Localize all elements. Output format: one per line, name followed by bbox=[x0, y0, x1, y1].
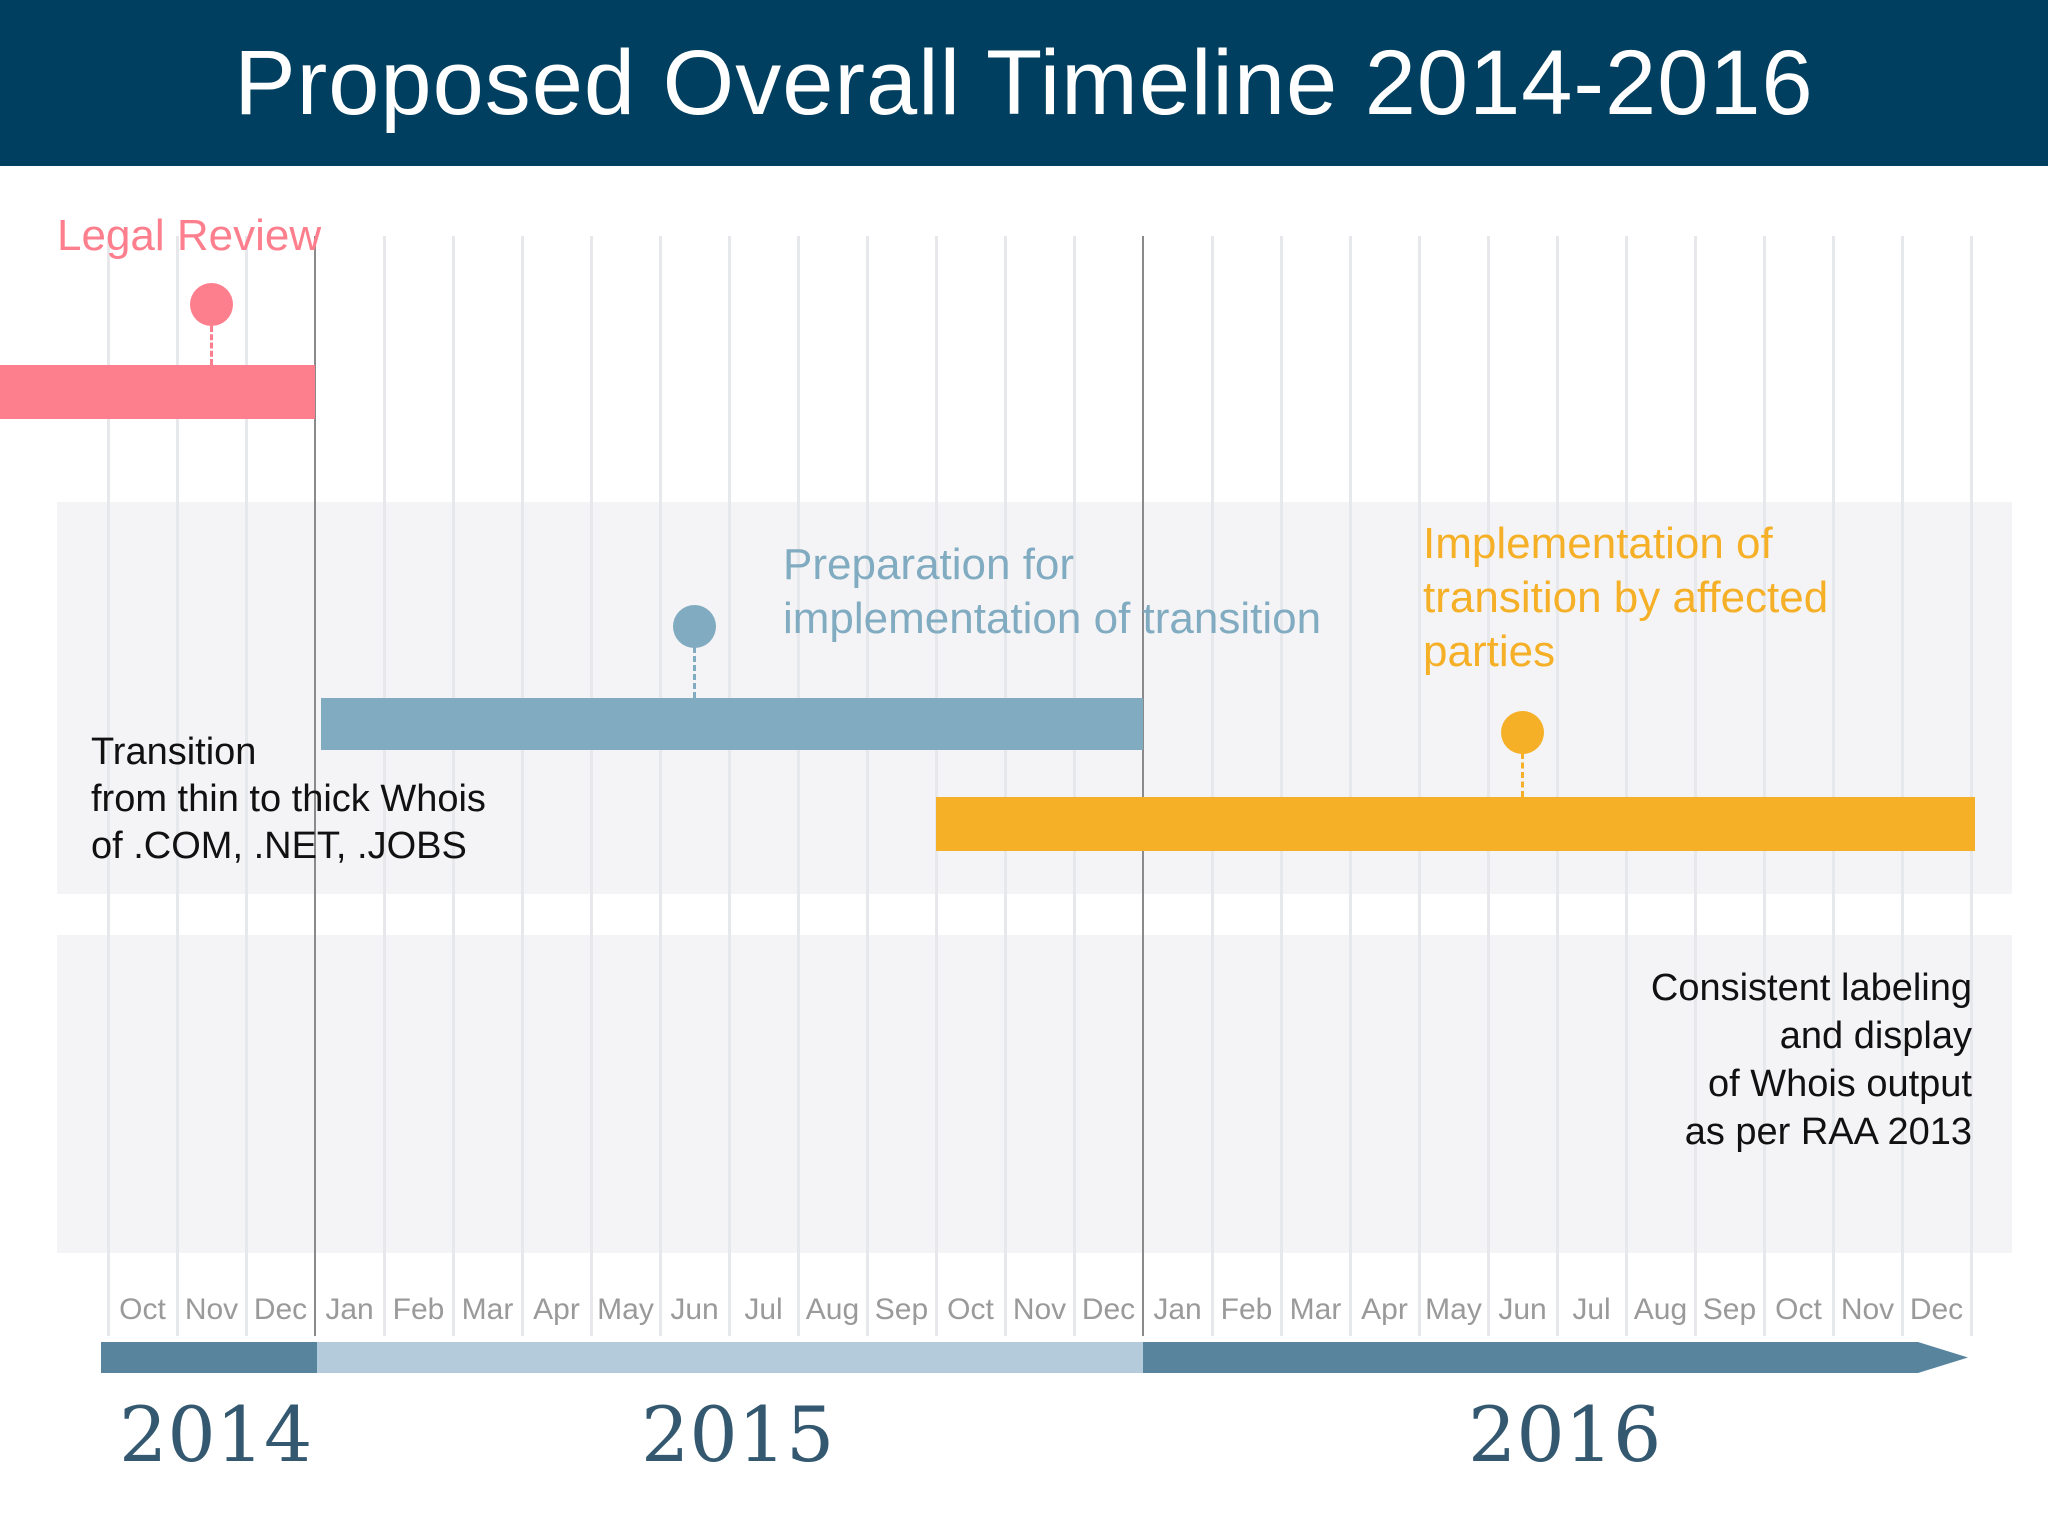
implementation-label: Implementation of transition by affected… bbox=[1423, 519, 1829, 676]
preparation-milestone-marker bbox=[673, 605, 716, 648]
preparation-milestone-stem bbox=[693, 647, 696, 698]
month-label: Aug bbox=[1633, 1293, 1688, 1326]
implementation-milestone-marker bbox=[1501, 711, 1544, 754]
month-gridline bbox=[1832, 236, 1835, 1336]
month-gridline bbox=[1211, 236, 1214, 1336]
axis-arrow-head bbox=[1918, 1342, 1968, 1373]
row-label-whois-transition: Transition from thin to thick Whois of .… bbox=[91, 731, 486, 867]
month-gridline bbox=[935, 236, 938, 1336]
month-label: Aug bbox=[805, 1293, 860, 1326]
legal-review-milestone-stem bbox=[210, 326, 213, 365]
month-gridline bbox=[107, 236, 110, 1336]
month-label: Nov bbox=[1012, 1293, 1067, 1326]
preparation-label: Preparation for implementation of transi… bbox=[783, 540, 1322, 643]
month-label: Jun bbox=[1498, 1293, 1547, 1326]
month-gridline bbox=[1556, 236, 1559, 1336]
month-gridline bbox=[452, 236, 455, 1336]
axis-segment-2015 bbox=[317, 1342, 1143, 1373]
axis-segment-2014 bbox=[101, 1342, 317, 1373]
month-label: Sep bbox=[874, 1293, 929, 1326]
month-label: Apr bbox=[1361, 1293, 1408, 1326]
legal-review-bar bbox=[0, 365, 315, 419]
month-gridline bbox=[1625, 236, 1628, 1336]
month-label: Sep bbox=[1702, 1293, 1757, 1326]
row-label-consistent-labeling: Consistent labeling and display of Whois… bbox=[1650, 967, 1972, 1153]
month-gridline bbox=[866, 236, 869, 1336]
month-label: Dec bbox=[1909, 1293, 1964, 1326]
month-label: Mar bbox=[1289, 1293, 1342, 1326]
month-label: Nov bbox=[1840, 1293, 1895, 1326]
month-gridline bbox=[797, 236, 800, 1336]
month-label: Jan bbox=[325, 1293, 374, 1326]
month-label: May bbox=[597, 1293, 654, 1326]
legal-review-label: Legal Review bbox=[57, 211, 322, 260]
month-gridline bbox=[1004, 236, 1007, 1336]
year-label-2016: 2016 bbox=[1468, 1390, 1662, 1479]
month-label: Mar bbox=[461, 1293, 514, 1326]
year-divider-line bbox=[314, 236, 316, 1336]
month-gridline bbox=[383, 236, 386, 1336]
month-label: Feb bbox=[1220, 1293, 1273, 1326]
month-gridline bbox=[1418, 236, 1421, 1336]
row-band-consistent-labeling bbox=[57, 935, 2012, 1253]
month-label: Dec bbox=[253, 1293, 308, 1326]
month-gridline bbox=[1073, 236, 1076, 1336]
month-label: Jul bbox=[1572, 1293, 1611, 1326]
month-gridline bbox=[1763, 236, 1766, 1336]
slide-title: Proposed Overall Timeline 2014-2016 bbox=[234, 31, 1814, 134]
month-gridline bbox=[176, 236, 179, 1336]
year-divider-line bbox=[1142, 236, 1144, 1336]
month-label: Jul bbox=[744, 1293, 783, 1326]
month-label: Oct bbox=[119, 1293, 166, 1326]
month-gridline bbox=[1280, 236, 1283, 1336]
legal-review-milestone-marker bbox=[190, 283, 233, 326]
year-label-2014: 2014 bbox=[119, 1390, 313, 1479]
month-gridline bbox=[659, 236, 662, 1336]
month-gridline bbox=[1970, 236, 1973, 1336]
month-label: Jan bbox=[1153, 1293, 1202, 1326]
implementation-bar bbox=[936, 797, 1975, 851]
year-label-2015: 2015 bbox=[641, 1390, 835, 1479]
month-gridline bbox=[1901, 236, 1904, 1336]
title-bar: Proposed Overall Timeline 2014-2016 bbox=[0, 0, 2048, 166]
month-gridline bbox=[1694, 236, 1697, 1336]
month-gridline bbox=[1349, 236, 1352, 1336]
month-label: May bbox=[1425, 1293, 1482, 1326]
month-label: Oct bbox=[947, 1293, 994, 1326]
month-gridline bbox=[245, 236, 248, 1336]
month-label: Nov bbox=[184, 1293, 239, 1326]
implementation-milestone-stem bbox=[1521, 753, 1524, 797]
month-gridline bbox=[590, 236, 593, 1336]
month-gridline bbox=[1487, 236, 1490, 1336]
month-label: Feb bbox=[392, 1293, 445, 1326]
month-label: Jun bbox=[670, 1293, 719, 1326]
preparation-bar bbox=[321, 698, 1143, 750]
month-label: Dec bbox=[1081, 1293, 1136, 1326]
month-label: Apr bbox=[533, 1293, 580, 1326]
axis-segment-2016 bbox=[1143, 1342, 1918, 1373]
month-label: Oct bbox=[1775, 1293, 1822, 1326]
month-gridline bbox=[728, 236, 731, 1336]
month-gridline bbox=[521, 236, 524, 1336]
